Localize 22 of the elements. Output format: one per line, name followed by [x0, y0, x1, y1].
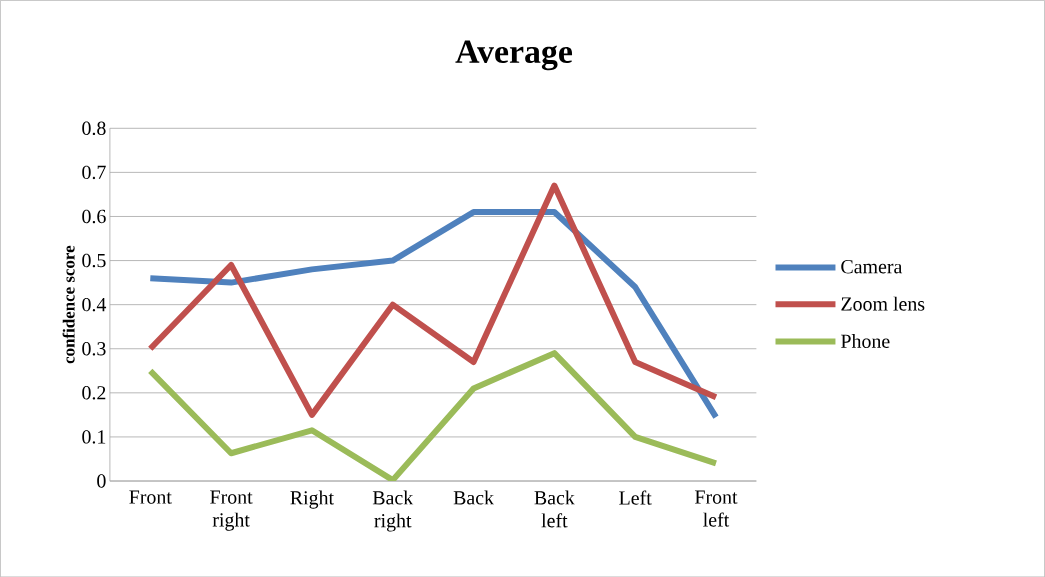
- y-tick-label: 0.4: [82, 297, 107, 312]
- x-tick-label: Back: [453, 490, 495, 505]
- y-tick-label: 0.3: [82, 341, 106, 356]
- x-tick-label: Front left: [694, 490, 738, 527]
- y-tick-label: 0.1: [82, 430, 106, 444]
- x-tick-label: Front right: [210, 490, 253, 531]
- y-tick-label: 0.2: [82, 385, 106, 400]
- y-axis-title: confidence score: [62, 245, 75, 364]
- y-tick-label: 0: [97, 474, 106, 488]
- x-tick-label: Back left: [534, 490, 575, 528]
- y-tick-label: 0.8: [82, 121, 106, 135]
- y-tick-label: 0.7: [82, 165, 106, 179]
- x-tick-label: Left: [619, 490, 652, 505]
- legend-label: Phone: [841, 333, 890, 348]
- x-tick-label: Back right: [372, 490, 414, 532]
- chart-title: Average: [455, 40, 573, 71]
- y-tick-label: 0.6: [82, 209, 106, 224]
- x-tick-label: Front: [129, 490, 172, 504]
- legend-label: Zoom lens: [841, 296, 925, 311]
- legend-label: Camera: [841, 259, 903, 274]
- y-tick-label: 0.5: [82, 253, 106, 268]
- x-tick-label: Right: [290, 490, 334, 509]
